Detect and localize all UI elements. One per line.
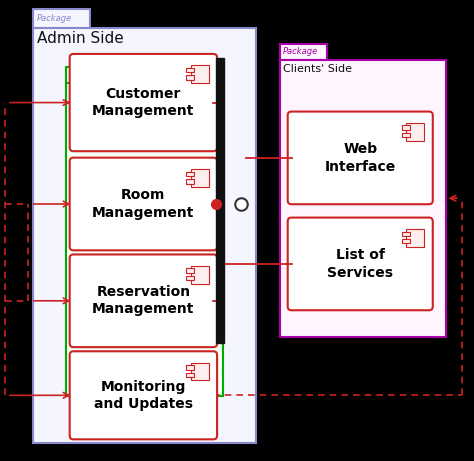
Bar: [33, 9, 90, 28]
FancyBboxPatch shape: [70, 254, 217, 347]
Text: Package: Package: [70, 71, 105, 79]
Bar: [402, 231, 410, 236]
Bar: [402, 133, 410, 137]
Bar: [186, 75, 194, 80]
Text: Crews' Side: Crews' Side: [70, 87, 135, 97]
Bar: [186, 268, 194, 273]
FancyBboxPatch shape: [70, 54, 217, 151]
Bar: [280, 44, 327, 60]
Text: Package: Package: [283, 47, 318, 56]
FancyBboxPatch shape: [288, 218, 433, 310]
Text: Monitoring
and Updates: Monitoring and Updates: [94, 380, 193, 411]
Bar: [191, 169, 209, 187]
FancyBboxPatch shape: [70, 158, 217, 250]
Bar: [186, 365, 194, 370]
Text: Reservation
Management: Reservation Management: [92, 285, 194, 316]
FancyBboxPatch shape: [288, 112, 433, 204]
Bar: [191, 266, 209, 284]
Bar: [402, 239, 410, 243]
Bar: [191, 65, 209, 83]
Bar: [406, 229, 424, 247]
Bar: [216, 58, 224, 343]
Bar: [186, 68, 194, 72]
Text: Customer
Management: Customer Management: [92, 87, 194, 118]
Bar: [186, 179, 194, 183]
Text: Room
Management: Room Management: [92, 189, 194, 219]
Bar: [66, 67, 114, 83]
Text: Package: Package: [36, 14, 72, 23]
Bar: [402, 125, 410, 130]
Bar: [191, 363, 209, 380]
Bar: [186, 372, 194, 377]
FancyBboxPatch shape: [70, 351, 217, 439]
Bar: [66, 83, 223, 396]
Bar: [186, 276, 194, 280]
Text: Web
Interface: Web Interface: [325, 142, 396, 173]
Text: Clients' Side: Clients' Side: [283, 64, 353, 74]
Bar: [33, 28, 256, 443]
Bar: [186, 171, 194, 176]
Text: List of
Services: List of Services: [327, 248, 393, 279]
Bar: [406, 123, 424, 141]
Text: Admin Side: Admin Side: [37, 31, 124, 47]
Bar: [280, 60, 446, 337]
